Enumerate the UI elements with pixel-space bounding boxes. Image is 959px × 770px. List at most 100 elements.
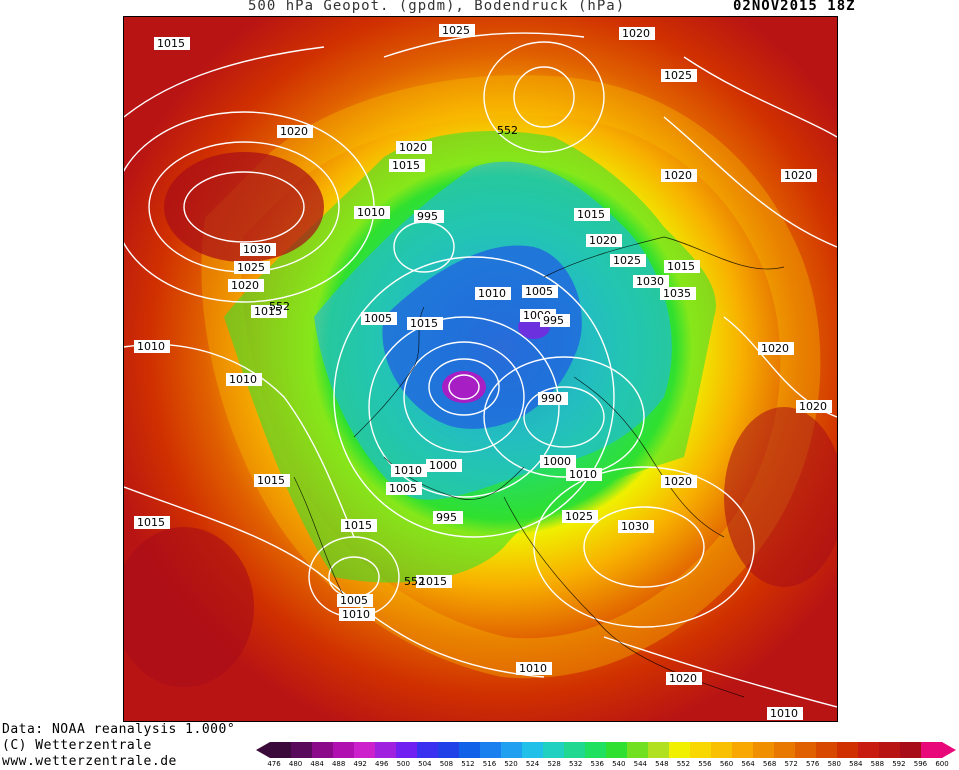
map-datetime: 02NOV2015 18Z [733,0,856,14]
colorbar-tick-label: 488 [331,760,346,768]
colorbar-swatch [690,742,712,758]
colorbar-swatch [606,742,628,758]
colorbar-swatch [417,742,439,758]
colorbar-swatch [291,742,313,758]
isobar-label: 1010 [342,608,370,621]
isobar-label: 1020 [622,27,650,40]
isobar-label: 1020 [280,125,308,138]
colorbar-swatch [564,742,586,758]
isobar-label: 1020 [231,279,259,292]
isobar-label: 1020 [399,141,427,154]
colorbar-swatch [270,742,292,758]
colorbar-tick-label: 504 [418,760,432,768]
colorbar-tick-label: 568 [762,760,777,768]
weather-map: 1015 1025 1020 1025 1020 1020 1020 1020 … [123,16,838,722]
isobar-contours [124,32,837,708]
isobar-label: 1015 [410,317,438,330]
colorbar-swatch [375,742,397,758]
footer: Data: NOAA reanalysis 1.000° (C) Wetterz… [0,722,959,770]
colorbar-swatch [669,742,691,758]
isobar-label: 1020 [589,234,617,247]
isobar-label: 1010 [478,287,506,300]
colorbar-arrow-high [942,742,956,758]
colorbar-swatch [627,742,649,758]
isobar-label: 1010 [229,373,257,386]
colorbar-swatch [921,742,943,758]
isobar-label: 1010 [357,206,385,219]
isobar-label: 1020 [761,342,789,355]
geopotential-label: 552 [497,124,518,137]
isobar-label: 1005 [340,594,368,607]
isobar-label: 1015 [419,575,447,588]
geopotential-label: 552 [404,575,425,588]
colorbar-swatch [732,742,754,758]
colorbar-swatch [501,742,523,758]
colorbar-swatch [312,742,334,758]
colorbar-tick-label: 532 [568,760,583,768]
colorbar-tick-label: 548 [655,760,669,768]
colorbar-tick-label: 596 [913,760,928,768]
isobar-label: 1015 [254,305,282,318]
colorbar-swatch [354,742,376,758]
colorbar-tick-label: 584 [849,760,863,768]
isobar-label: 1035 [663,287,691,300]
isobar-label: 1015 [137,516,165,529]
copyright-text: (C) Wetterzentrale [2,738,152,753]
isobar-label: 1020 [799,400,827,413]
colorbar-swatch [333,742,355,758]
colorbar-swatch [837,742,859,758]
colorbar-tick-label: 512 [461,760,475,768]
isobar-label: 1030 [243,243,271,256]
color-scale-bar [256,742,956,758]
website-url: www.wetterzentrale.de [2,754,177,769]
isobar-labels: 1015 1025 1020 1025 1020 1020 1020 1020 … [134,24,832,720]
colorbar-swatch [711,742,733,758]
map-canvas: 1015 1025 1020 1025 1020 1020 1020 1020 … [124,17,837,721]
colorbar-tick-label: 580 [827,760,841,768]
isobar-label: 1010 [519,662,547,675]
isobar-label: 1025 [664,69,692,82]
isobar-label: 1015 [392,159,420,172]
colorbar-tick-label: 484 [310,760,324,768]
isobar-label: 1025 [565,510,593,523]
colorbar-swatch [753,742,775,758]
isobar-label: 995 [436,511,457,524]
isobar-label: 1015 [577,208,605,221]
colorbar-tick-label: 560 [719,760,734,768]
colorbar-tick-label: 500 [396,760,410,768]
colorbar-swatch [585,742,607,758]
colorbar-tick-label: 592 [892,760,906,768]
isobar-label: 1010 [137,340,165,353]
colorbar-tick-label: 600 [935,760,949,768]
isobar-label: 1025 [442,24,470,37]
colorbar-tick-label: 588 [870,760,885,768]
isobar-label: 1000 [429,459,457,472]
colorbar-swatch [396,742,418,758]
isobar-label: 1010 [569,468,597,481]
color-scale-ticks: 476 480 484 488 492 496 500 504 508 512 516 520 524 5… [267,760,950,770]
colorbar-tick-label: 496 [375,760,389,768]
colorbar-tick-label: 540 [612,760,626,768]
isobar-label: 990 [541,392,562,405]
isobar-label: 1020 [664,169,692,182]
title-bar: 500 hPa Geopot. (gpdm), Bodendruck (hPa)… [0,0,959,18]
colorbar-swatch [879,742,901,758]
colorbar-tick-label: 520 [504,760,518,768]
isobar-label: 1010 [770,707,798,720]
colorbar-swatch [900,742,922,758]
isobar-label: 995 [417,210,438,223]
colorbar-tick-label: 516 [482,760,497,768]
colorbar-swatch [438,742,460,758]
isobar-label: 1030 [636,275,664,288]
colorbar-tick-label: 564 [741,760,755,768]
colorbar-tick-label: 508 [439,760,454,768]
colorbar-swatch [795,742,817,758]
isobar-label: 1020 [664,475,692,488]
map-title: 500 hPa Geopot. (gpdm), Bodendruck (hPa) [248,0,626,14]
geopotential-label: 552 [269,300,290,313]
isobar-label: 1015 [344,519,372,532]
colorbar-swatch [543,742,565,758]
colorbar-tick-label: 552 [676,760,691,768]
isobar-label: 1000 [543,455,571,468]
colorbar-swatch [858,742,880,758]
